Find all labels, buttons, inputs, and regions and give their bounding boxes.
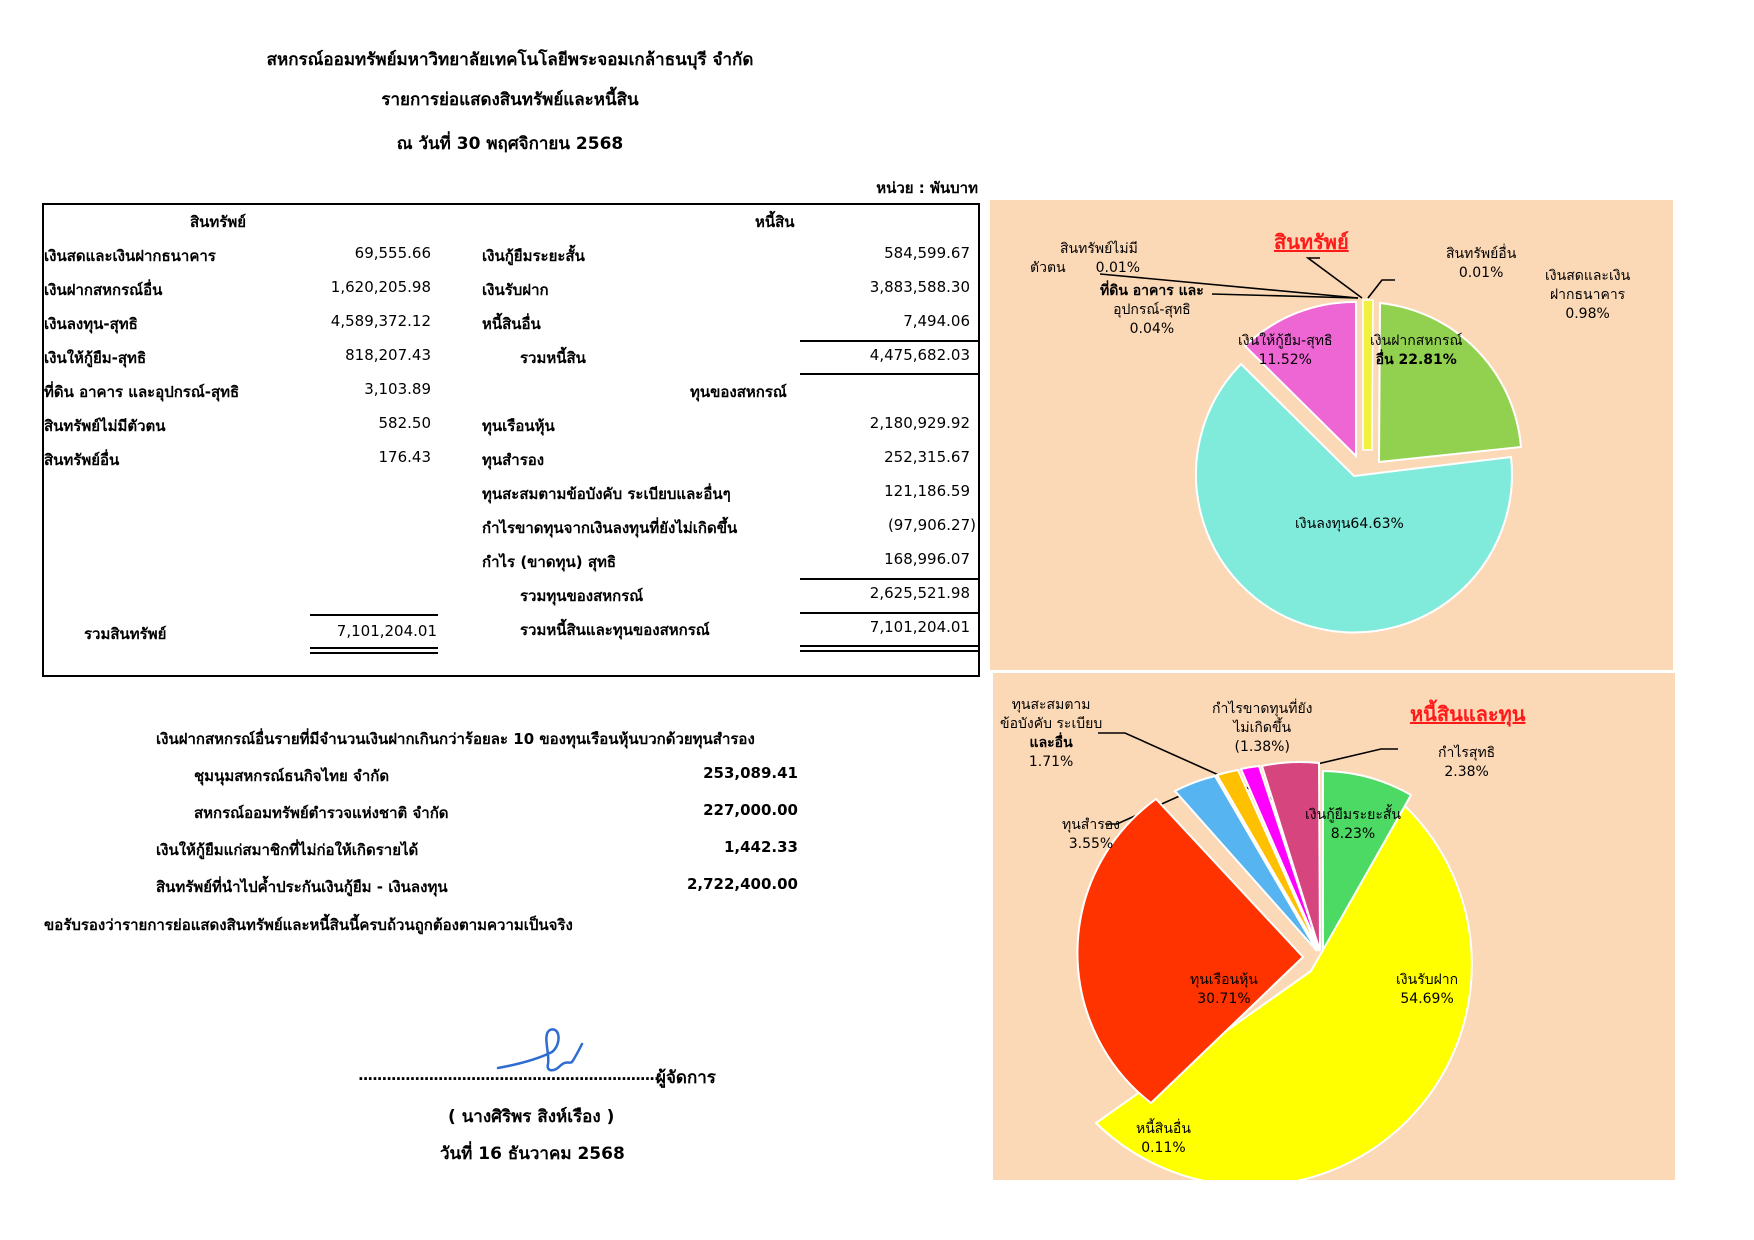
asset-value: 818,207.43 xyxy=(345,346,431,364)
equity-header: ทุนของสหกรณ์ xyxy=(690,383,787,401)
liability-value: 584,599.67 xyxy=(884,244,970,262)
note-value: 253,089.41 xyxy=(703,764,798,782)
equity-label: กำไร (ขาดทุน) สุทธิ xyxy=(482,553,617,571)
liability-label: เงินรับฝาก xyxy=(482,281,549,299)
total-equity-underline xyxy=(800,612,978,614)
note-label: ชุมนุมสหกรณ์ธนกิจไทย จำกัด xyxy=(194,767,390,785)
slice-net-profit xyxy=(1260,760,1321,952)
report-title: รายการย่อแสดงสินทรัพย์และหนี้สิน xyxy=(381,90,639,110)
unit-label: หน่วย : พันบาท xyxy=(876,179,978,197)
label-cash: เงินสดและเงิน ฝากธนาคาร 0.98% xyxy=(1545,268,1631,322)
slice-accum-fund xyxy=(1215,768,1320,952)
total-equity-value: 2,625,521.98 xyxy=(869,584,970,602)
signature-position: ผู้จัดการ xyxy=(656,1068,716,1088)
liability-value: 7,494.06 xyxy=(903,312,970,330)
liability-label: เงินกู้ยืมระยะสั้น xyxy=(482,247,585,265)
slice-reserve xyxy=(1173,774,1318,952)
asset-value: 176.43 xyxy=(378,448,432,466)
label-unrealized: กำไรขาดทุนที่ยัง ไม่เกิดขึ้น (1.38%) xyxy=(1212,701,1313,755)
label-ppe: ที่ดิน อาคาร และ อุปกรณ์-สุทธิ 0.04% xyxy=(1100,283,1204,337)
slice-investment xyxy=(1194,362,1513,634)
asset-value: 3,103.89 xyxy=(364,380,431,398)
asset-label: เงินฝากสหกรณ์อื่น xyxy=(44,281,163,299)
asset-value: 69,555.66 xyxy=(354,244,431,262)
signatory-name: ( นางศิริพร สิงห์เรือง ) xyxy=(448,1107,615,1127)
label-short-loan: เงินกู้ยืมระยะสั้น 8.23% xyxy=(1305,807,1401,842)
asset-value: 1,620,205.98 xyxy=(330,278,431,296)
note-value: 227,000.00 xyxy=(703,801,798,819)
label-net-profit: กำไรสุทธิ 2.38% xyxy=(1438,745,1496,780)
label-investment: เงินลงทุน64.63% xyxy=(1295,516,1404,532)
signature-mark xyxy=(496,1028,584,1072)
note-label: สินทรัพย์ที่นำไปค้ำประกันเงินกู้ยืม - เง… xyxy=(156,878,448,896)
signature-date: วันที่ 16 ธันวาคม 2568 xyxy=(440,1144,625,1164)
total-assets-topline xyxy=(310,614,438,616)
total-assets-value: 7,101,204.01 xyxy=(336,622,437,640)
note-value: 2,722,400.00 xyxy=(686,875,798,893)
balance-sheet-table xyxy=(42,203,980,677)
equity-label: ทุนสะสมตามข้อบังคับ ระเบียบและอื่นๆ xyxy=(482,485,731,503)
asset-label: เงินลงทุน-สุทธิ xyxy=(44,315,138,333)
total-liabilities-equity-label: รวมหนี้สินและทุนของสหกรณ์ xyxy=(520,621,710,639)
label-accum-fund: ทุนสะสมตาม ข้อบังคับ ระเบียบ และอื่น 1.7… xyxy=(1000,697,1103,770)
total-liabilities-label: รวมหนี้สิน xyxy=(520,349,586,367)
total-liabilities-equity-value: 7,101,204.01 xyxy=(869,618,970,636)
asset-label: สินทรัพย์ไม่มีตัวตน xyxy=(44,417,166,435)
assets-header: สินทรัพย์ xyxy=(190,213,247,231)
liability-value: 3,883,588.30 xyxy=(869,278,970,296)
total-equity-topline xyxy=(800,578,978,580)
assets-chart-title: สินทรัพย์ xyxy=(1274,230,1349,254)
total-assets-double-underline xyxy=(310,647,438,654)
slice-unrealized xyxy=(1239,764,1321,952)
asset-label: เงินสดและเงินฝากธนาคาร xyxy=(44,247,216,265)
signature-line: ........................................… xyxy=(358,1066,660,1084)
certification-text: ขอรับรองว่ารายการย่อแสดงสินทรัพย์และหนี้… xyxy=(44,916,573,934)
liabilities-header: หนี้สิน xyxy=(755,213,795,231)
asset-label: เงินให้กู้ยืม-สุทธิ xyxy=(44,349,147,367)
label-other-liabilities: หนี้สินอื่น 0.11% xyxy=(1136,1121,1191,1156)
label-other-assets: สินทรัพย์อื่น 0.01% xyxy=(1446,246,1517,281)
slice-short-loan xyxy=(1322,769,1413,955)
as-of-date: ณ วันที่ 30 พฤศจิกายน 2568 xyxy=(396,134,624,154)
slice-deposits xyxy=(1094,804,1473,1180)
equity-value: 121,186.59 xyxy=(884,482,970,500)
label-intangible: สินทรัพย์ไม่มี ตัวตน 0.01% xyxy=(1030,241,1141,276)
assets-leader-lines xyxy=(1099,257,1395,299)
asset-label: สินทรัพย์อื่น xyxy=(44,451,120,469)
asset-label: ที่ดิน อาคาร และอุปกรณ์-สุทธิ xyxy=(44,383,240,401)
total-liabilities-topline xyxy=(800,340,978,342)
note-label: สหกรณ์ออมทรัพย์ตำรวจแห่งชาติ จำกัด xyxy=(194,804,449,822)
label-reserve: ทุนสำรอง 3.55% xyxy=(1062,817,1120,852)
label-coop-deposit: เงินฝากสหกรณ์ อื่น 22.81% xyxy=(1370,333,1463,368)
total-assets-label: รวมสินทรัพย์ xyxy=(84,625,167,643)
org-name: สหกรณ์ออมทรัพย์มหาวิทยาลัยเทคโนโลยีพระจอ… xyxy=(266,50,754,70)
label-share-capital: ทุนเรือนหุ้น 30.71% xyxy=(1190,972,1258,1007)
liabilities-pie-chart xyxy=(1076,732,1473,1180)
liability-label: หนี้สินอื่น xyxy=(482,315,541,333)
equity-label: กำไรขาดทุนจากเงินลงทุนที่ยังไม่เกิดขึ้น xyxy=(482,519,738,537)
equity-value: 168,996.07 xyxy=(884,550,970,568)
liabilities-chart-title: หนี้สินและทุน xyxy=(1410,702,1526,726)
deposit-heading: เงินฝากสหกรณ์อื่นรายที่มีจำนวนเงินฝากเกิ… xyxy=(156,730,755,748)
assets-pie-chart xyxy=(1099,257,1523,634)
total-equity-label: รวมทุนของสหกรณ์ xyxy=(520,587,644,605)
slice-cash xyxy=(1362,299,1374,451)
equity-value: 2,180,929.92 xyxy=(869,414,970,432)
asset-value: 582.50 xyxy=(378,414,432,432)
total-liabilities-underline xyxy=(800,373,978,375)
total-liabilities-value: 4,475,682.03 xyxy=(869,346,970,364)
label-deposits: เงินรับฝาก 54.69% xyxy=(1396,972,1459,1007)
asset-value: 4,589,372.12 xyxy=(330,312,431,330)
equity-label: ทุนสำรอง xyxy=(482,451,545,469)
note-label: เงินให้กู้ยืมแก่สมาชิกที่ไม่ก่อให้เกิดรา… xyxy=(156,841,419,859)
note-value: 1,442.33 xyxy=(723,838,798,856)
equity-label: ทุนเรือนหุ้น xyxy=(482,417,555,435)
slice-share-capital xyxy=(1076,797,1305,1105)
total-liabilities-equity-double-underline xyxy=(800,645,978,652)
slice-loans xyxy=(1243,300,1357,459)
slice-coop-deposit xyxy=(1377,301,1523,464)
label-loans: เงินให้กู้ยืม-สุทธิ 11.52% xyxy=(1238,333,1333,368)
equity-value: 252,315.67 xyxy=(884,448,970,466)
equity-value: (97,906.27) xyxy=(887,516,976,534)
